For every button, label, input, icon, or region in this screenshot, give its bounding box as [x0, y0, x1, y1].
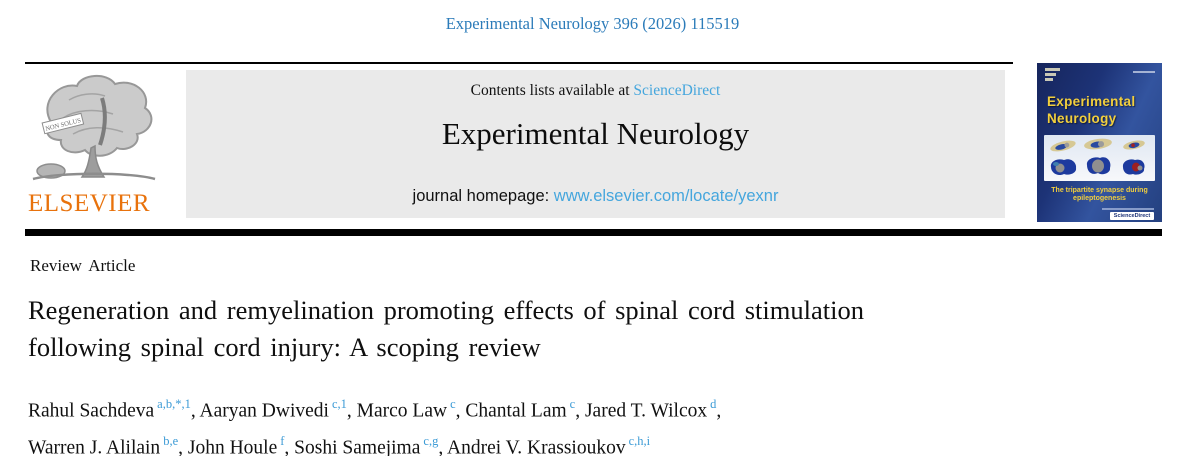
contents-line: Contents lists available at ScienceDirec…: [186, 82, 1005, 100]
author-affiliations[interactable]: c,h,i: [628, 433, 651, 448]
cover-issn-text: [1133, 71, 1155, 73]
contents-prefix: Contents lists available at: [470, 82, 634, 99]
cover-publisher-icon: [1045, 68, 1060, 83]
cover-sciencedirect-badge: ScienceDirect: [1110, 212, 1154, 220]
homepage-link[interactable]: www.elsevier.com/locate/yexnr: [553, 187, 779, 205]
author-name: Aaryan Dwivedi: [199, 400, 329, 422]
author-name: Rahul Sachdeva: [28, 400, 155, 422]
author-separator: ,: [455, 400, 466, 422]
author-name: Soshi Samejima: [294, 437, 421, 456]
author-name: John Houle: [187, 437, 278, 456]
author-affiliations[interactable]: a,b,*,1: [157, 397, 191, 411]
author-separator: ,: [438, 437, 448, 456]
citation-link[interactable]: Experimental Neurology 396 (2026) 115519: [445, 14, 740, 33]
author-name: Jared T. Wilcox: [584, 400, 708, 422]
header-top-rule: [25, 62, 1013, 64]
author-separator: ,: [178, 437, 188, 456]
author-line: Rahul Sachdeva a,b,*,1, Aaryan Dwivedi c,1…: [28, 390, 721, 427]
header-bottom-rule: [25, 229, 1162, 236]
cover-art-panel: [1044, 135, 1155, 181]
author-affiliations[interactable]: f: [280, 433, 285, 448]
author-list: Rahul Sachdeva a,b,*,1, Aaryan Dwivedi c,1…: [28, 390, 721, 456]
article-type: Review Article: [30, 256, 136, 275]
journal-title: Experimental Neurology: [441, 116, 750, 151]
cover-smallprint: [1102, 208, 1154, 210]
sciencedirect-link[interactable]: ScienceDirect: [633, 82, 721, 99]
elsevier-tree-icon: NON SOLUS: [28, 70, 163, 188]
running-head-citation: Experimental Neurology 396 (2026) 115519: [25, 14, 1160, 34]
cover-caption: The tripartite synapse during epileptoge…: [1051, 187, 1148, 202]
author-separator: ,: [575, 400, 585, 422]
homepage-line: journal homepage: www.elsevier.com/locat…: [186, 187, 1005, 206]
article-title: Regeneration and remyelination promoting…: [28, 295, 864, 362]
elsevier-wordmark: ELSEVIER: [28, 190, 151, 217]
author-affiliations[interactable]: c: [569, 397, 576, 411]
author-separator: ,: [346, 400, 357, 422]
author-separator: ,: [190, 400, 200, 422]
author-separator: ,: [716, 400, 722, 422]
author-name: Marco Law: [356, 400, 448, 422]
homepage-label: journal homepage:: [412, 187, 554, 205]
cover-journal-title: Experimental Neurology: [1047, 94, 1136, 126]
author-affiliations[interactable]: b,e: [163, 433, 179, 448]
journal-cover[interactable]: Experimental Neurology: [1037, 63, 1162, 222]
author-affiliations[interactable]: c,g: [423, 433, 439, 448]
author-affiliations[interactable]: c,1: [331, 397, 347, 411]
author-affiliations[interactable]: d: [710, 397, 717, 411]
author-line: Warren J. Alilain b,e, John Houle f, Soshi…: [28, 427, 721, 456]
author-name: Chantal Lam: [465, 400, 567, 422]
elsevier-logo: NON SOLUS ELSEVIER: [28, 70, 163, 222]
author-separator: ,: [284, 437, 295, 456]
author-name: Warren J. Alilain: [28, 437, 161, 456]
author-name: Andrei V. Krassioukov: [447, 437, 626, 456]
spinal-cord-sections-art: [1050, 138, 1145, 176]
author-affiliations[interactable]: c: [450, 397, 456, 411]
journal-banner: Contents lists available at ScienceDirec…: [186, 70, 1005, 218]
